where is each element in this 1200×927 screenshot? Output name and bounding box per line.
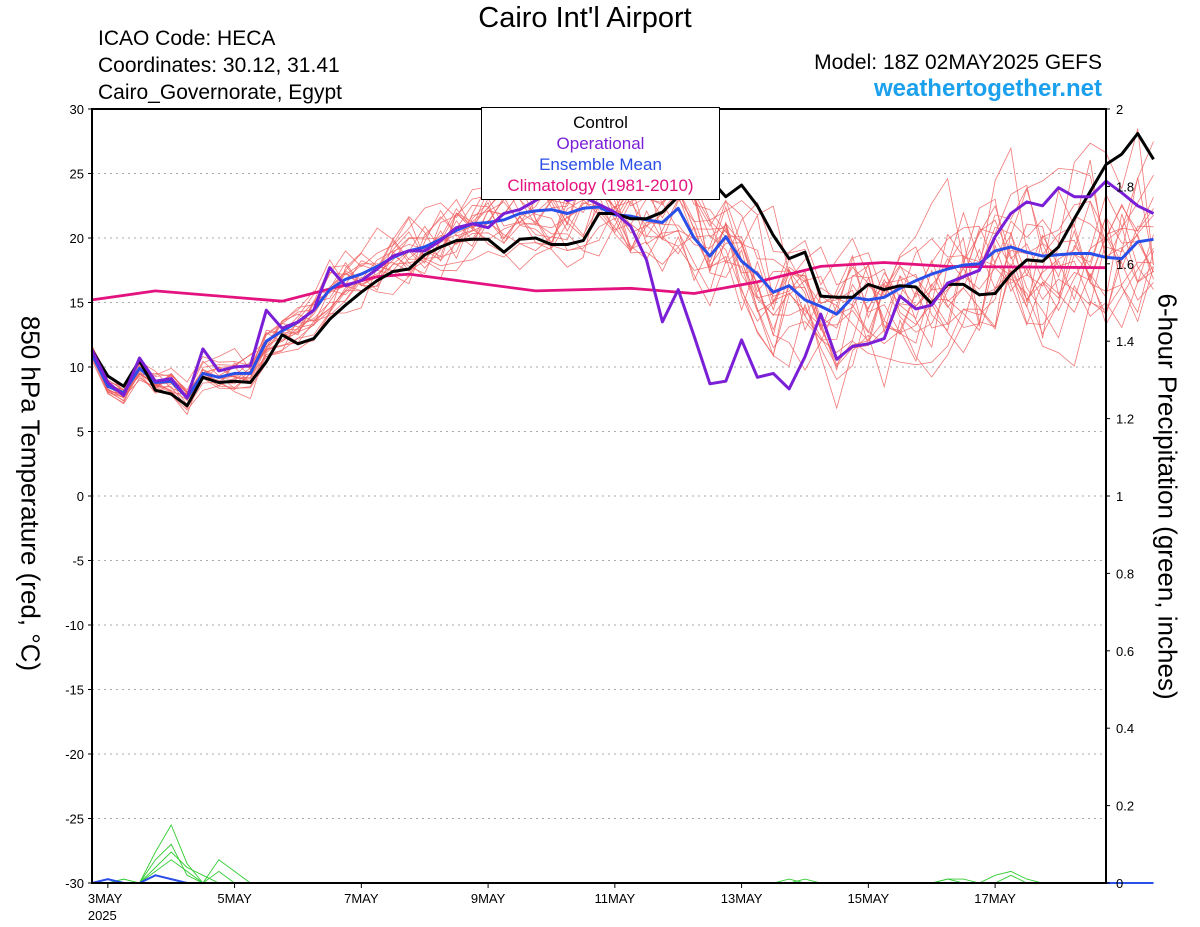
y2-tick-label: 1.4 (1116, 334, 1134, 349)
x-tick-label: 5MAY (217, 891, 252, 906)
y-tick-label: -30 (65, 876, 84, 891)
y-tick-label: 15 (70, 296, 84, 311)
precip-member-line (92, 851, 1154, 884)
x-tick-label: 15MAY (848, 891, 890, 906)
model-run: Model: 18Z 02MAY2025 GEFS (814, 51, 1102, 74)
y2-tick-label: 1 (1116, 489, 1123, 504)
climatology-line (91, 261, 1107, 303)
precip-member-line (92, 823, 1154, 884)
x-tick-label: 17MAY (974, 891, 1016, 906)
coordinates: Coordinates: 30.12, 31.41 (98, 54, 340, 77)
x-tick-sublabel: 2025 (88, 908, 117, 923)
y-tick-label: 0 (77, 489, 84, 504)
icao-code: ICAO Code: HECA (98, 27, 276, 50)
legend-climatology: Climatology (1981-2010) (507, 176, 694, 195)
y2-tick-label: 0.2 (1116, 799, 1134, 814)
legend-control: Control (573, 113, 628, 132)
precip-member-line (92, 843, 1154, 884)
legend-operational: Operational (556, 134, 645, 153)
x-tick-label: 9MAY (471, 891, 506, 906)
y-axis-label: 850 hPa Temperature (red, °C) (15, 315, 46, 672)
y2-tick-label: 0.8 (1116, 566, 1134, 581)
x-tick-label: 13MAY (721, 891, 763, 906)
legend-ensemble-mean: Ensemble Mean (539, 155, 662, 174)
y-tick-label: 10 (70, 360, 84, 375)
y2-tick-label: 0.6 (1116, 644, 1134, 659)
y2-tick-label: 1.2 (1116, 412, 1134, 427)
y-tick-label: -10 (65, 618, 84, 633)
ensemble-member-line (91, 141, 1154, 400)
y2-tick-label: 1.8 (1116, 179, 1134, 194)
y-tick-label: -5 (72, 554, 84, 569)
plot-frame (91, 108, 1107, 884)
site-link[interactable]: weathertogether.net (873, 75, 1102, 102)
y2-tick-label: 0.4 (1116, 721, 1134, 736)
y-tick-label: -25 (65, 812, 84, 827)
y2-tick-label: 1.6 (1116, 257, 1134, 272)
legend: Control Operational Ensemble Mean Climat… (481, 107, 720, 200)
y2-tick-label: 0 (1116, 876, 1123, 891)
y-tick-label: 30 (70, 102, 84, 117)
y2-tick-label: 2 (1116, 102, 1123, 117)
y-tick-label: 20 (70, 231, 84, 246)
ensemble-member-line (91, 187, 1154, 395)
y-tick-label: -20 (65, 747, 84, 762)
x-tick-label: 3MAY (88, 891, 123, 906)
precip-mean-line (91, 874, 1154, 884)
y-tick-label: 25 (70, 167, 84, 182)
y-tick-label: -15 (65, 683, 84, 698)
x-tick-label: 11MAY (594, 891, 635, 906)
operational-line (90, 179, 1155, 400)
chart-title: Cairo Int'l Airport (478, 2, 692, 34)
x-tick-label: 7MAY (344, 891, 379, 906)
precip-member-line (92, 859, 1154, 884)
y-tick-label: 5 (77, 425, 84, 440)
region: Cairo_Governorate, Egypt (98, 81, 342, 104)
y2-axis-label: 6-hour Precipitation (green, inches) (1152, 293, 1183, 700)
control-line (90, 132, 1155, 408)
